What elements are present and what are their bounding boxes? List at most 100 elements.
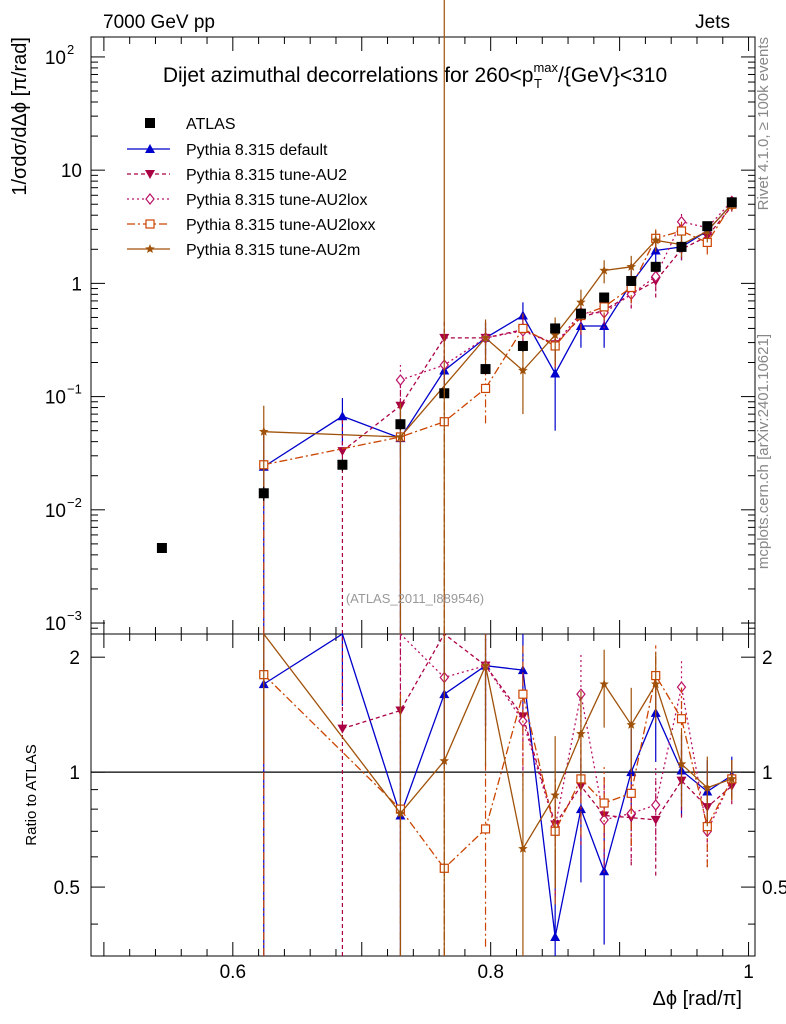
ratio-series — [258, 0, 737, 956]
ratio-y-tick-label-right: 1 — [762, 763, 773, 784]
y-tick-label-exponent: 2 — [67, 42, 74, 57]
series-point — [480, 383, 491, 394]
analysis-id: (ATLAS_2011_I889546) — [346, 591, 484, 606]
ratio-point — [576, 728, 586, 738]
ratio-series-3 — [259, 634, 737, 956]
ratio-point — [650, 799, 661, 812]
data-point — [575, 308, 586, 319]
series-point — [676, 226, 687, 236]
y-tick-label: 10 — [45, 501, 66, 522]
legend-label: Pythia 8.315 tune-AU2m — [186, 242, 360, 259]
ratio-point — [480, 824, 491, 834]
series-4 — [259, 198, 737, 634]
series-line — [263, 203, 733, 438]
legend-entry: Pythia 8.315 default — [127, 142, 328, 159]
series-point — [650, 270, 661, 283]
ratio-series-4 — [263, 0, 737, 956]
category-label: Jets — [695, 12, 730, 33]
series-line — [400, 200, 733, 381]
ratio-point — [626, 719, 636, 729]
ratio-y-tick-label-right: 2 — [762, 648, 773, 669]
y-tick-label: 10 — [61, 161, 82, 182]
ratio-point — [676, 714, 687, 724]
legend-label: Pythia 8.315 tune-AU2loxx — [186, 217, 375, 234]
ratio-point — [676, 759, 687, 769]
ratio-point — [599, 813, 609, 826]
ratio-point — [395, 808, 406, 818]
data-point — [650, 261, 661, 272]
ratio-frame — [90, 633, 756, 957]
series-point — [599, 321, 610, 331]
ratio-point — [439, 755, 449, 765]
series-point — [518, 323, 528, 334]
ratio-point — [702, 782, 713, 792]
series-point — [259, 426, 269, 436]
x-tick-label: 0.8 — [477, 962, 503, 983]
title-prefix: Dijet azimuthal decorrelations for 260< — [163, 64, 522, 87]
legend-entry-atlas: ATLAS — [145, 116, 236, 133]
ratio-line — [399, 633, 733, 834]
ratio-point — [650, 815, 661, 825]
series-point — [518, 365, 528, 375]
ratio-y-tick-label: 2 — [69, 648, 80, 669]
chart-title: Dijet azimuthal decorrelations for 260<p… — [163, 60, 667, 91]
ratio-point — [599, 798, 609, 808]
legend-marker — [145, 118, 155, 128]
legend-entry: Pythia 8.315 tune-AU2lox — [127, 192, 367, 209]
y-tick-label: 10 — [45, 614, 66, 635]
data-point — [517, 340, 528, 351]
data-point — [337, 459, 348, 470]
main-series — [156, 195, 737, 634]
y-tick-label-exponent: −3 — [67, 608, 82, 623]
ratio-axis-label: Ratio to ATLAS — [23, 744, 40, 845]
legend-marker — [145, 170, 155, 179]
ratio-point — [626, 788, 636, 798]
data-point — [156, 542, 167, 553]
data-point — [258, 488, 269, 499]
legend-label: ATLAS — [186, 116, 236, 133]
ratio-point — [550, 790, 560, 800]
data-point — [676, 241, 687, 252]
energy-label: 7000 GeV pp — [103, 12, 215, 33]
series-point — [337, 411, 348, 421]
ratio-series-1 — [337, 633, 737, 956]
series-point — [395, 374, 406, 387]
ratio-line — [263, 632, 733, 938]
x-tick-label: 0.6 — [220, 962, 246, 983]
title-suffix: /{GeV}<310 — [558, 64, 667, 87]
data-point — [550, 323, 561, 334]
series-point — [337, 447, 348, 457]
title-p: p — [522, 64, 534, 87]
series-point — [480, 332, 491, 342]
series-point — [550, 330, 560, 339]
legend-label: Pythia 8.315 default — [186, 142, 328, 159]
data-point — [480, 364, 491, 375]
ratio-point — [651, 679, 661, 689]
y-tick-label-exponent: −1 — [67, 382, 82, 397]
series-3 — [259, 198, 737, 634]
ratio-point — [480, 660, 491, 670]
legend-marker — [145, 219, 155, 229]
legend-marker — [145, 244, 155, 253]
data-point — [599, 292, 610, 303]
y-axis-label: 1/σdσ/dΔϕ [π/rad] — [9, 37, 31, 196]
title-sub: T — [534, 76, 542, 91]
legend-entry: Pythia 8.315 tune-AU2 — [127, 167, 347, 184]
legend-label: Pythia 8.315 tune-AU2lox — [186, 192, 367, 209]
ratio-axes: 0.6 0.8 1 0.5 0.5 1 1 2 2 — [54, 634, 786, 983]
legend-entry: Pythia 8.315 tune-AU2m — [127, 242, 360, 259]
ratio-series-0 — [258, 632, 737, 956]
ratio-point — [550, 932, 561, 942]
legend-entry: Pythia 8.315 tune-AU2loxx — [127, 217, 375, 234]
y-tick-label: 10 — [45, 388, 66, 409]
data-point — [702, 221, 713, 232]
series-point — [550, 368, 561, 378]
legend-marker — [145, 144, 155, 153]
ratio-point — [518, 843, 528, 853]
title-sup: max — [533, 60, 558, 75]
series-point — [576, 297, 586, 307]
x-axis-label: Δϕ [rad/π] — [653, 988, 743, 1010]
legend-marker — [145, 193, 155, 205]
